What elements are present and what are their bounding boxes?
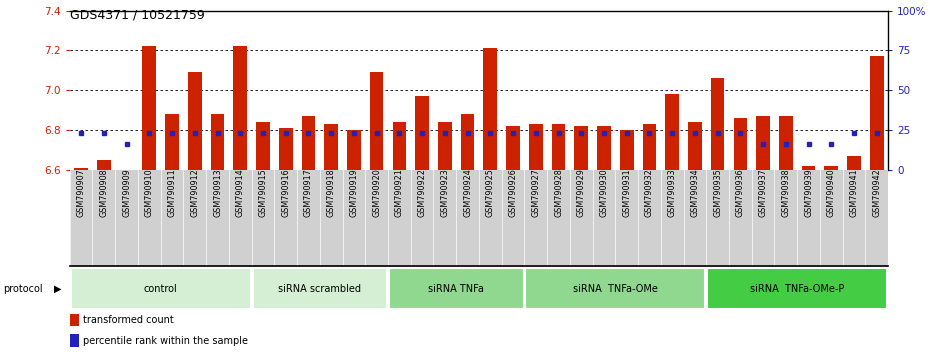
- Bar: [756, 116, 770, 170]
- Text: transformed count: transformed count: [84, 315, 174, 325]
- Bar: [416, 96, 429, 170]
- Bar: [74, 168, 88, 170]
- Text: siRNA scrambled: siRNA scrambled: [278, 284, 362, 293]
- Text: control: control: [144, 284, 178, 293]
- FancyBboxPatch shape: [525, 268, 705, 309]
- Bar: [802, 166, 816, 170]
- Bar: [301, 116, 315, 170]
- Bar: [438, 122, 452, 170]
- Bar: [575, 126, 588, 170]
- Bar: [70, 314, 79, 326]
- Text: protocol: protocol: [3, 284, 43, 293]
- Bar: [643, 124, 657, 170]
- Bar: [688, 122, 702, 170]
- Bar: [460, 114, 474, 170]
- Bar: [484, 48, 498, 170]
- Bar: [506, 126, 520, 170]
- Bar: [870, 56, 884, 170]
- FancyBboxPatch shape: [707, 268, 887, 309]
- FancyBboxPatch shape: [253, 268, 387, 309]
- Bar: [211, 114, 224, 170]
- Bar: [620, 130, 633, 170]
- Text: siRNA  TNFa-OMe-P: siRNA TNFa-OMe-P: [750, 284, 844, 293]
- Bar: [325, 124, 338, 170]
- Bar: [256, 122, 270, 170]
- Bar: [665, 94, 679, 170]
- Bar: [779, 116, 792, 170]
- Text: GDS4371 / 10521759: GDS4371 / 10521759: [70, 9, 205, 22]
- Bar: [97, 160, 111, 170]
- Text: percentile rank within the sample: percentile rank within the sample: [84, 336, 248, 346]
- Bar: [734, 118, 747, 170]
- Bar: [279, 128, 293, 170]
- FancyBboxPatch shape: [389, 268, 524, 309]
- Text: ▶: ▶: [54, 284, 61, 293]
- Bar: [825, 166, 838, 170]
- Bar: [70, 334, 79, 347]
- Bar: [551, 124, 565, 170]
- Bar: [597, 126, 611, 170]
- FancyBboxPatch shape: [71, 268, 251, 309]
- Bar: [188, 72, 202, 170]
- Bar: [392, 122, 406, 170]
- Bar: [529, 124, 542, 170]
- Bar: [166, 114, 179, 170]
- Bar: [370, 72, 383, 170]
- Bar: [233, 46, 247, 170]
- Bar: [142, 46, 156, 170]
- Text: siRNA TNFa: siRNA TNFa: [429, 284, 485, 293]
- Bar: [347, 130, 361, 170]
- Bar: [711, 78, 724, 170]
- Text: siRNA  TNFa-OMe: siRNA TNFa-OMe: [573, 284, 658, 293]
- Bar: [847, 156, 861, 170]
